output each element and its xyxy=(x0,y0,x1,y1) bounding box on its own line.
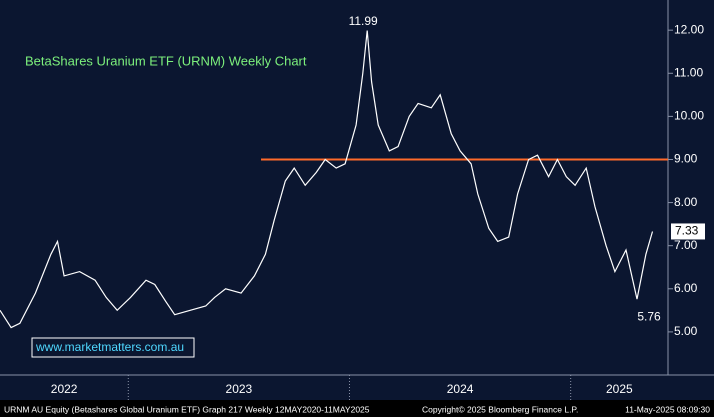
price-line xyxy=(0,30,654,329)
x-period-label: 2025 xyxy=(606,382,633,396)
footer-left: URNM AU Equity (Betashares Global Uraniu… xyxy=(4,404,370,414)
footer-center: Copyright© 2025 Bloomberg Finance L.P. xyxy=(422,404,578,414)
annotation: 5.76 xyxy=(637,309,661,323)
x-axis-area xyxy=(0,375,714,400)
last-value-label: 7.33 xyxy=(675,224,699,238)
y-tick-label: 8.00 xyxy=(674,195,698,209)
x-period-label: 2024 xyxy=(447,382,474,396)
y-tick-label: 7.00 xyxy=(674,238,698,252)
last-value-box xyxy=(671,223,705,240)
y-tick-label: 5.00 xyxy=(674,324,698,338)
chart-title: BetaShares Uranium ETF (URNM) Weekly Cha… xyxy=(25,53,307,68)
annotation: 11.99 xyxy=(349,14,378,28)
x-period-label: 2023 xyxy=(226,382,253,396)
y-tick-label: 10.00 xyxy=(674,109,704,123)
plot-area xyxy=(0,0,668,375)
y-tick-label: 12.00 xyxy=(674,22,704,36)
y-tick-label: 9.00 xyxy=(674,152,698,166)
axis-area xyxy=(668,0,714,375)
watermark: www.marketmatters.com.au xyxy=(35,340,184,354)
footer-right: 11-May-2025 08:09:30 xyxy=(625,404,710,414)
y-tick-label: 11.00 xyxy=(674,65,703,79)
y-tick-label: 6.00 xyxy=(674,281,698,295)
x-period-label: 2022 xyxy=(51,382,78,396)
watermark-box xyxy=(31,337,195,358)
